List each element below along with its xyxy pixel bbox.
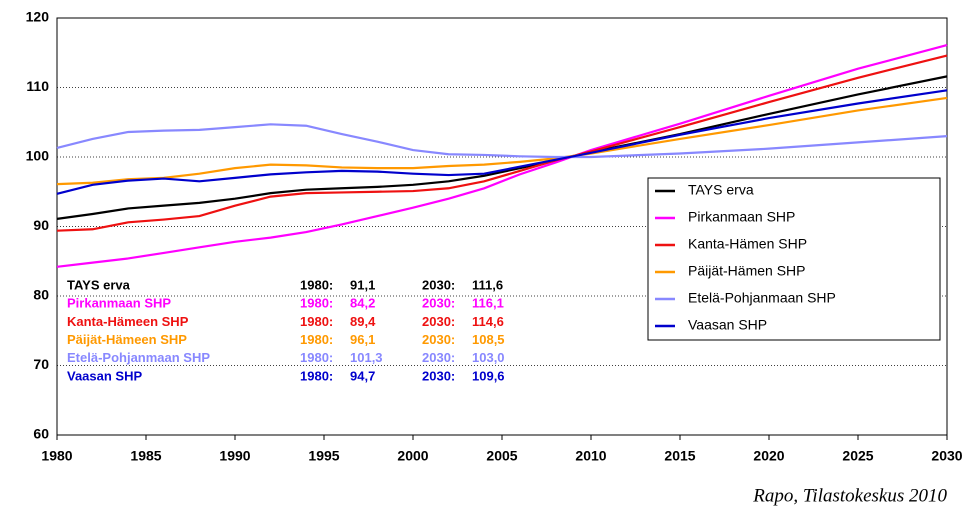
series-line <box>56 44 948 268</box>
annotation: 101,3 <box>350 350 383 365</box>
annotation: 91,1 <box>350 277 375 292</box>
annotation: 111,6 <box>472 277 503 292</box>
annotation: 1980: <box>300 350 333 365</box>
y-tick-label: 90 <box>33 217 49 233</box>
annotation: 116,1 <box>472 296 504 311</box>
y-tick-label: 100 <box>26 148 50 164</box>
annotation: 1980: <box>300 314 333 329</box>
annotation: 2030: <box>422 332 455 347</box>
legend-label: TAYS erva <box>688 182 754 198</box>
series-line <box>56 123 948 159</box>
annotation: 2030: <box>422 350 455 365</box>
annotation: TAYS erva <box>67 277 131 292</box>
annotation: 96,1 <box>350 332 375 347</box>
legend-box <box>647 177 941 341</box>
annotation: 109,6 <box>472 368 505 383</box>
annotation: 94,7 <box>350 368 375 383</box>
series-line <box>56 54 948 232</box>
legend-label: Etelä-Pohjanmaan SHP <box>688 290 836 306</box>
annotation: Vaasan SHP <box>67 368 142 383</box>
x-tick-label: 2015 <box>664 448 695 464</box>
annotation: 103,0 <box>472 350 505 365</box>
y-tick-label: 60 <box>33 426 49 442</box>
x-tick-label: 1985 <box>130 448 161 464</box>
x-tick-label: 2010 <box>575 448 606 464</box>
annotation: 1980: <box>300 368 333 383</box>
x-tick-label: 2020 <box>753 448 784 464</box>
annotation: Pirkanmaan SHP <box>67 296 171 311</box>
legend-label: Kanta-Hämen SHP <box>688 236 807 252</box>
source: Rapo, Tilastokeskus 2010 <box>752 485 947 506</box>
y-tick-label: 70 <box>33 356 49 372</box>
x-tick-label: 2025 <box>842 448 873 464</box>
x-tick-label: 2030 <box>931 448 962 464</box>
x-tick-label: 2005 <box>486 448 517 464</box>
y-tick-label: 80 <box>33 287 49 303</box>
x-tick-label: 1990 <box>219 448 250 464</box>
series-line <box>56 89 948 195</box>
annotation: 114,6 <box>472 314 504 329</box>
annotation: 2030: <box>422 368 455 383</box>
y-tick-label: 120 <box>26 9 50 25</box>
annotation: 1980: <box>300 296 333 311</box>
annotation: 1980: <box>300 332 333 347</box>
annotation: Kanta-Hämeen SHP <box>67 314 189 329</box>
x-tick-label: 2000 <box>397 448 428 464</box>
annotation: 89,4 <box>350 314 376 329</box>
legend-label: Vaasan SHP <box>688 317 767 333</box>
annotation: 108,5 <box>472 332 505 347</box>
plot-frame <box>56 17 948 436</box>
annotation: 2030: <box>422 314 455 329</box>
annotation: 84,2 <box>350 296 375 311</box>
x-tick-label: 1995 <box>308 448 339 464</box>
annotation: 1980: <box>300 277 333 292</box>
y-tick-label: 110 <box>26 78 49 94</box>
annotation: Etelä-Pohjanmaan SHP <box>67 350 210 365</box>
x-tick-label: 1980 <box>41 448 72 464</box>
legend-label: Pirkanmaan SHP <box>688 209 795 225</box>
annotation: 2030: <box>422 296 455 311</box>
legend-label: Päijät-Hämen SHP <box>688 263 806 279</box>
annotation: Päijät-Hämeen SHP <box>67 332 187 347</box>
annotation: 2030: <box>422 277 455 292</box>
series-line <box>56 96 948 186</box>
